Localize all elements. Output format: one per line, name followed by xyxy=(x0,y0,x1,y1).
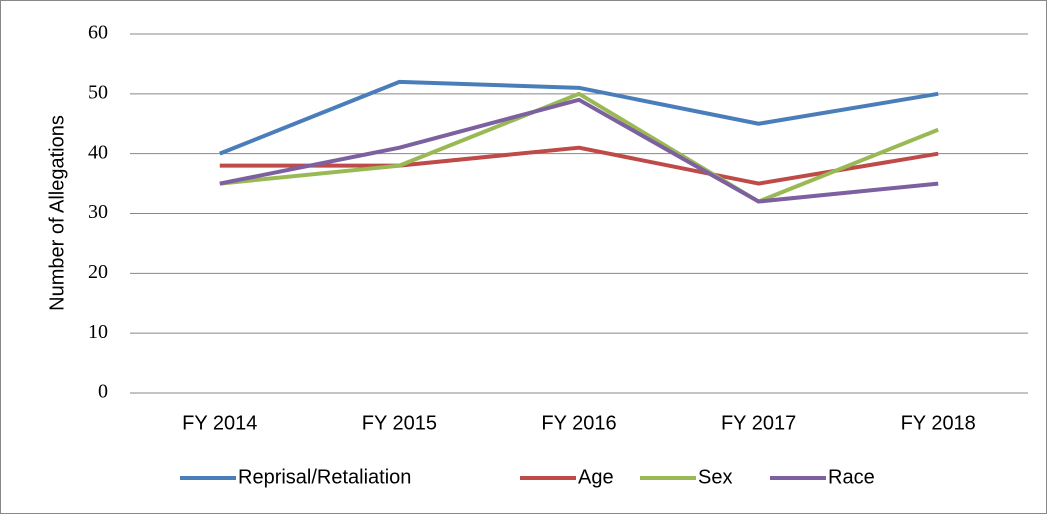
y-tick-label: 50 xyxy=(88,81,108,103)
legend-label: Age xyxy=(578,466,614,488)
y-axis-label: Number of Allegations xyxy=(46,115,68,311)
y-tick-label: 0 xyxy=(98,381,108,403)
x-tick-label: FY 2016 xyxy=(541,412,616,434)
y-tick-label: 10 xyxy=(88,321,108,343)
x-tick-label: FY 2015 xyxy=(362,412,437,434)
x-tick-label: FY 2018 xyxy=(901,412,976,434)
y-tick-label: 20 xyxy=(88,261,108,283)
x-tick-label: FY 2017 xyxy=(721,412,796,434)
series-line xyxy=(219,79,939,156)
y-tick-label: 60 xyxy=(88,22,108,44)
series-line xyxy=(219,91,939,204)
y-tick-label: 40 xyxy=(88,141,108,163)
x-tick-label: FY 2014 xyxy=(182,412,257,434)
legend-label: Race xyxy=(828,466,875,488)
legend-label: Sex xyxy=(698,466,732,488)
series-line xyxy=(219,97,939,204)
y-tick-label: 30 xyxy=(88,201,108,223)
legend-label: Reprisal/Retaliation xyxy=(238,466,411,488)
series-line xyxy=(219,145,939,186)
